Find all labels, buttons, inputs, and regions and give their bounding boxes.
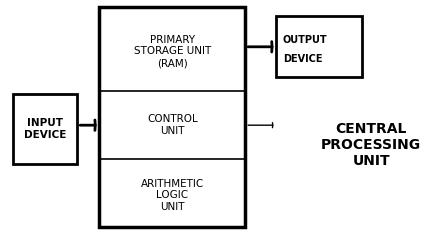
Text: ARITHMETIC
LOGIC
UNIT: ARITHMETIC LOGIC UNIT — [141, 179, 204, 212]
Text: DEVICE: DEVICE — [283, 54, 322, 63]
Text: CENTRAL
PROCESSING
UNIT: CENTRAL PROCESSING UNIT — [321, 122, 421, 168]
Text: OUTPUT: OUTPUT — [283, 35, 328, 45]
Bar — [276, 16, 362, 77]
Bar — [99, 7, 245, 227]
Bar — [13, 94, 77, 164]
Text: PRIMARY
STORAGE UNIT
(RAM): PRIMARY STORAGE UNIT (RAM) — [134, 35, 211, 68]
Text: CONTROL
UNIT: CONTROL UNIT — [147, 114, 198, 136]
Text: INPUT
DEVICE: INPUT DEVICE — [24, 118, 66, 139]
